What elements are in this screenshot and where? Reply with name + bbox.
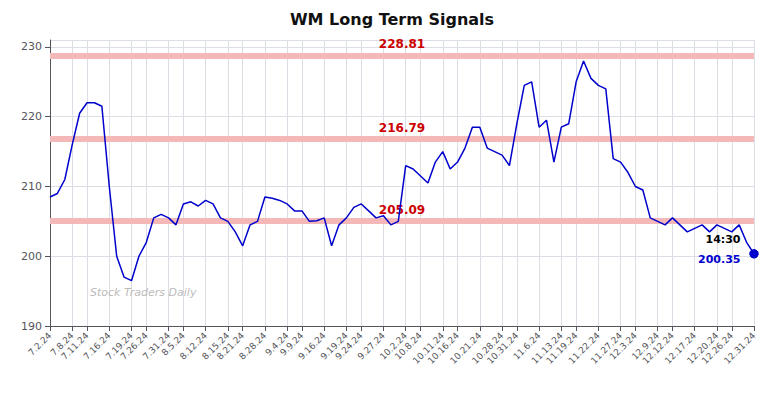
svg-text:7.11.24: 7.11.24: [59, 330, 91, 362]
svg-text:7.31.24: 7.31.24: [140, 330, 173, 362]
svg-text:7.2.24: 7.2.24: [26, 330, 53, 357]
svg-text:210: 210: [21, 180, 42, 193]
svg-text:9.24.24: 9.24.24: [333, 330, 365, 362]
svg-text:9.19.24: 9.19.24: [318, 330, 350, 362]
svg-text:10.8.24: 10.8.24: [392, 330, 425, 362]
svg-text:7.19.24: 7.19.24: [103, 330, 136, 362]
svg-text:12.12.24: 12.12.24: [640, 330, 676, 366]
svg-text:7.16.24: 7.16.24: [81, 330, 113, 362]
svg-text:220: 220: [21, 110, 42, 123]
svg-text:9.9.24: 9.9.24: [278, 330, 306, 358]
svg-text:216.79: 216.79: [379, 121, 425, 135]
svg-text:200: 200: [21, 250, 42, 263]
svg-text:190: 190: [21, 320, 42, 333]
svg-text:9.16.24: 9.16.24: [296, 330, 328, 362]
svg-text:12.9.24: 12.9.24: [629, 330, 662, 362]
svg-text:11.19.24: 11.19.24: [544, 330, 580, 366]
svg-text:8.5.24: 8.5.24: [159, 330, 187, 358]
svg-text:10.28.24: 10.28.24: [470, 330, 506, 366]
svg-text:8.21.24: 8.21.24: [214, 330, 247, 362]
svg-text:8.12.24: 8.12.24: [177, 330, 210, 362]
svg-text:11.22.24: 11.22.24: [566, 330, 602, 366]
svg-text:12.3.24: 12.3.24: [607, 330, 639, 362]
svg-text:12.26.24: 12.26.24: [699, 330, 736, 366]
svg-text:11.27.24: 11.27.24: [588, 330, 625, 366]
svg-text:Stock Traders Daily: Stock Traders Daily: [90, 286, 197, 299]
svg-text:10.11.24: 10.11.24: [410, 330, 447, 366]
svg-text:230: 230: [21, 40, 42, 53]
svg-text:7.26.24: 7.26.24: [118, 330, 150, 362]
svg-text:228.81: 228.81: [379, 37, 425, 51]
svg-text:9.27.24: 9.27.24: [355, 330, 387, 362]
svg-text:10.31.24: 10.31.24: [485, 330, 521, 366]
svg-text:11.6.24: 11.6.24: [511, 330, 543, 362]
svg-text:8.15.24: 8.15.24: [200, 330, 232, 362]
svg-text:10.21.24: 10.21.24: [448, 330, 484, 366]
svg-text:WM Long Term Signals: WM Long Term Signals: [290, 10, 494, 29]
svg-text:12.17.24: 12.17.24: [662, 330, 699, 366]
svg-text:12.31.24: 12.31.24: [722, 330, 758, 366]
svg-text:200.35: 200.35: [698, 253, 740, 266]
svg-text:7.8.24: 7.8.24: [48, 330, 76, 358]
svg-text:10.2.24: 10.2.24: [377, 330, 410, 362]
svg-text:12.20.24: 12.20.24: [685, 330, 721, 366]
svg-text:205.09: 205.09: [379, 203, 425, 217]
svg-text:8.28.24: 8.28.24: [237, 330, 269, 362]
svg-text:11.13.24: 11.13.24: [529, 330, 565, 366]
svg-text:14:30: 14:30: [705, 233, 740, 246]
svg-text:10.16.24: 10.16.24: [425, 330, 462, 366]
svg-text:9.4.24: 9.4.24: [263, 330, 291, 358]
